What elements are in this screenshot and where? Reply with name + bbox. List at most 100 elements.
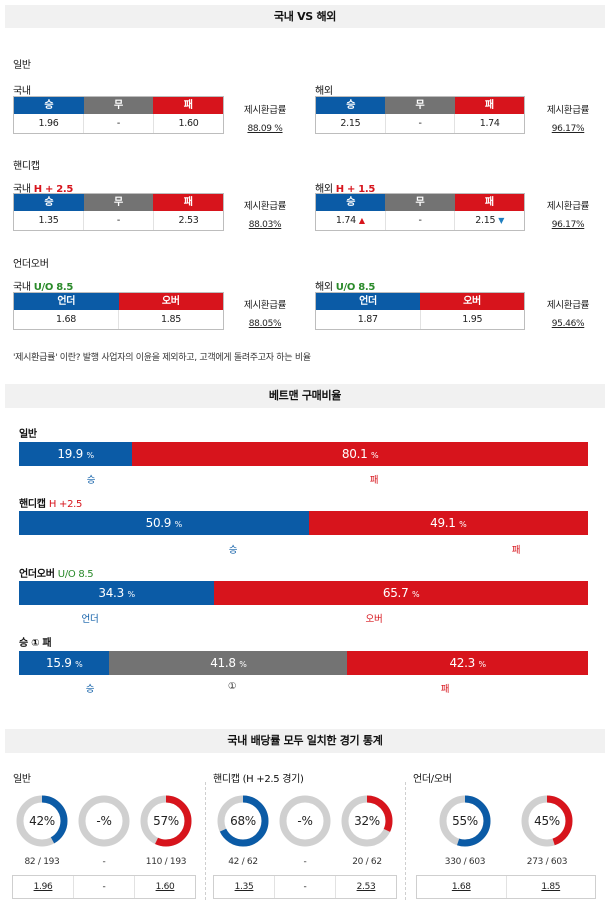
underover-label: 언더오버	[13, 259, 49, 270]
underover-tag: U/O 8.5	[33, 282, 74, 293]
lose-odds-cell: 2.15 ▼	[454, 211, 524, 230]
overseas-underover-refund: 제시환급률 95.46%	[533, 297, 603, 329]
refund-value: 88.05%	[248, 319, 282, 329]
lose-header: 패	[153, 97, 224, 114]
segment-value: 42.3	[449, 656, 475, 670]
donut-percent-label: 45%	[534, 814, 560, 828]
purchase-underover-bar: 34.3 % 65.7 %	[19, 581, 588, 605]
refund-label: 제시환급률	[546, 105, 590, 116]
unit: %	[411, 590, 420, 599]
purchase-general-bar: 19.9 % 80.1 %	[19, 442, 588, 466]
general-label: 일반	[13, 60, 31, 71]
donut-percent-label: 68%	[230, 814, 256, 828]
overseas-underover-name: 해외 U/O 8.5	[315, 278, 375, 293]
lose-header: 패	[454, 97, 524, 114]
lose-label: 패	[369, 475, 379, 486]
lose-segment: 49.1 %	[308, 511, 588, 535]
overseas-general-odds-table: 승 무 패 2.15 - 1.74	[315, 96, 525, 134]
win-segment: 50.9 %	[19, 511, 309, 535]
donut-ring	[140, 795, 192, 847]
under-label: 언더	[81, 614, 99, 625]
win-odds: 1.96	[38, 118, 59, 129]
under-header: 언더	[14, 293, 119, 310]
refund-label: 제시환급률	[243, 300, 287, 311]
donut-percent-label: 57%	[153, 814, 179, 828]
lose-odds-link[interactable]: 1.60	[134, 876, 195, 898]
draw-label: ①	[227, 681, 237, 692]
donut-ring	[521, 795, 573, 847]
win-label: 승	[86, 475, 96, 486]
purchase-wdl-label: 승 ① 패	[19, 638, 52, 649]
purchase-general-label: 일반	[19, 429, 37, 440]
purchase-handicap-label: 핸디캡 H +2.5	[19, 495, 82, 510]
donut-track	[279, 795, 331, 847]
win-segment: 19.9 %	[19, 442, 133, 466]
refund-value: 96.17%	[551, 220, 585, 230]
lose-odds-link[interactable]: 2.53	[335, 876, 396, 898]
draw-count: -	[303, 857, 307, 867]
underover-odds-row: 1.68 1.85	[416, 875, 596, 899]
over-header: 오버	[420, 293, 524, 310]
win-header: 승	[14, 194, 84, 211]
segment-value: 80.1	[341, 447, 368, 461]
purchase-underover-label: 언더오버 U/O 8.5	[19, 565, 94, 580]
under-segment: 34.3 %	[19, 581, 215, 605]
donut-arc	[16, 795, 68, 847]
draw-segment: 41.8 %	[109, 651, 348, 675]
lose-odds: 1.60	[153, 114, 223, 133]
win-odds-link[interactable]: 1.96	[33, 882, 53, 892]
donut-arc	[439, 795, 491, 847]
over-count: 273 / 603	[526, 857, 568, 867]
divider	[405, 782, 406, 900]
over-header: 오버	[118, 293, 223, 310]
overseas-general-refund: 제시환급률 96.17%	[533, 102, 603, 134]
over-label: 오버	[365, 614, 383, 625]
domestic-underover-name: 국내 U/O 8.5	[13, 278, 73, 293]
donut-percent-label: 42%	[29, 814, 55, 828]
refund-value: 96.17%	[551, 124, 585, 134]
lose-label: 패	[511, 545, 521, 556]
donut-chart-win: 42%	[15, 794, 69, 848]
refund-label: 제시환급률	[243, 105, 287, 116]
win-count: 82 / 193	[24, 857, 60, 867]
refund-value: 88.03%	[248, 220, 282, 230]
domestic-general-odds-table: 승 무 패 1.96 - 1.60	[13, 96, 224, 134]
win-label: 승	[228, 545, 238, 556]
win-odds: 2.15	[340, 118, 361, 129]
under-odds: 1.68	[56, 314, 76, 325]
unit: %	[86, 451, 94, 460]
win-header: 승	[316, 194, 386, 211]
donut-ring	[16, 795, 68, 847]
refund-label: 제시환급률	[546, 201, 590, 212]
handicap-tag: H + 2.5	[33, 184, 74, 195]
win-header: 승	[14, 97, 84, 114]
over-odds: 1.85	[118, 310, 223, 329]
under-odds-link[interactable]: 1.68	[451, 882, 471, 892]
donut-chart-draw: -%	[278, 794, 332, 848]
over-odds-link[interactable]: 1.85	[505, 876, 596, 898]
market-name: 국내	[13, 184, 31, 195]
over-segment: 65.7 %	[214, 581, 588, 605]
segment-value: 41.8	[210, 656, 236, 670]
draw-header: 무	[83, 97, 154, 114]
draw-count: -	[102, 857, 106, 867]
general-odds-row: 1.96 - 1.60	[12, 875, 196, 899]
handicap-tag: H + 1.5	[335, 184, 376, 195]
arrow-up-icon: ▲	[358, 216, 365, 225]
win-header: 승	[316, 97, 386, 114]
draw-header: 무	[385, 97, 455, 114]
donut-ring	[439, 795, 491, 847]
domestic-handicap-odds-table: 승 무 패 1.35 - 2.53	[13, 193, 224, 231]
domestic-general-name: 국내	[13, 86, 31, 97]
under-count: 330 / 603	[444, 857, 486, 867]
draw-header: 무	[385, 194, 455, 211]
donut-percent-label: -%	[96, 814, 112, 828]
lose-odds: 2.53	[153, 211, 223, 230]
draw-odds: -	[274, 876, 335, 898]
refund-value: 95.46%	[551, 319, 585, 329]
draw-odds: -	[384, 211, 455, 230]
donut-ring	[217, 795, 269, 847]
win-odds-link[interactable]: 1.35	[234, 882, 254, 892]
win-label: 승	[85, 684, 95, 695]
lose-segment: 42.3 %	[347, 651, 588, 675]
